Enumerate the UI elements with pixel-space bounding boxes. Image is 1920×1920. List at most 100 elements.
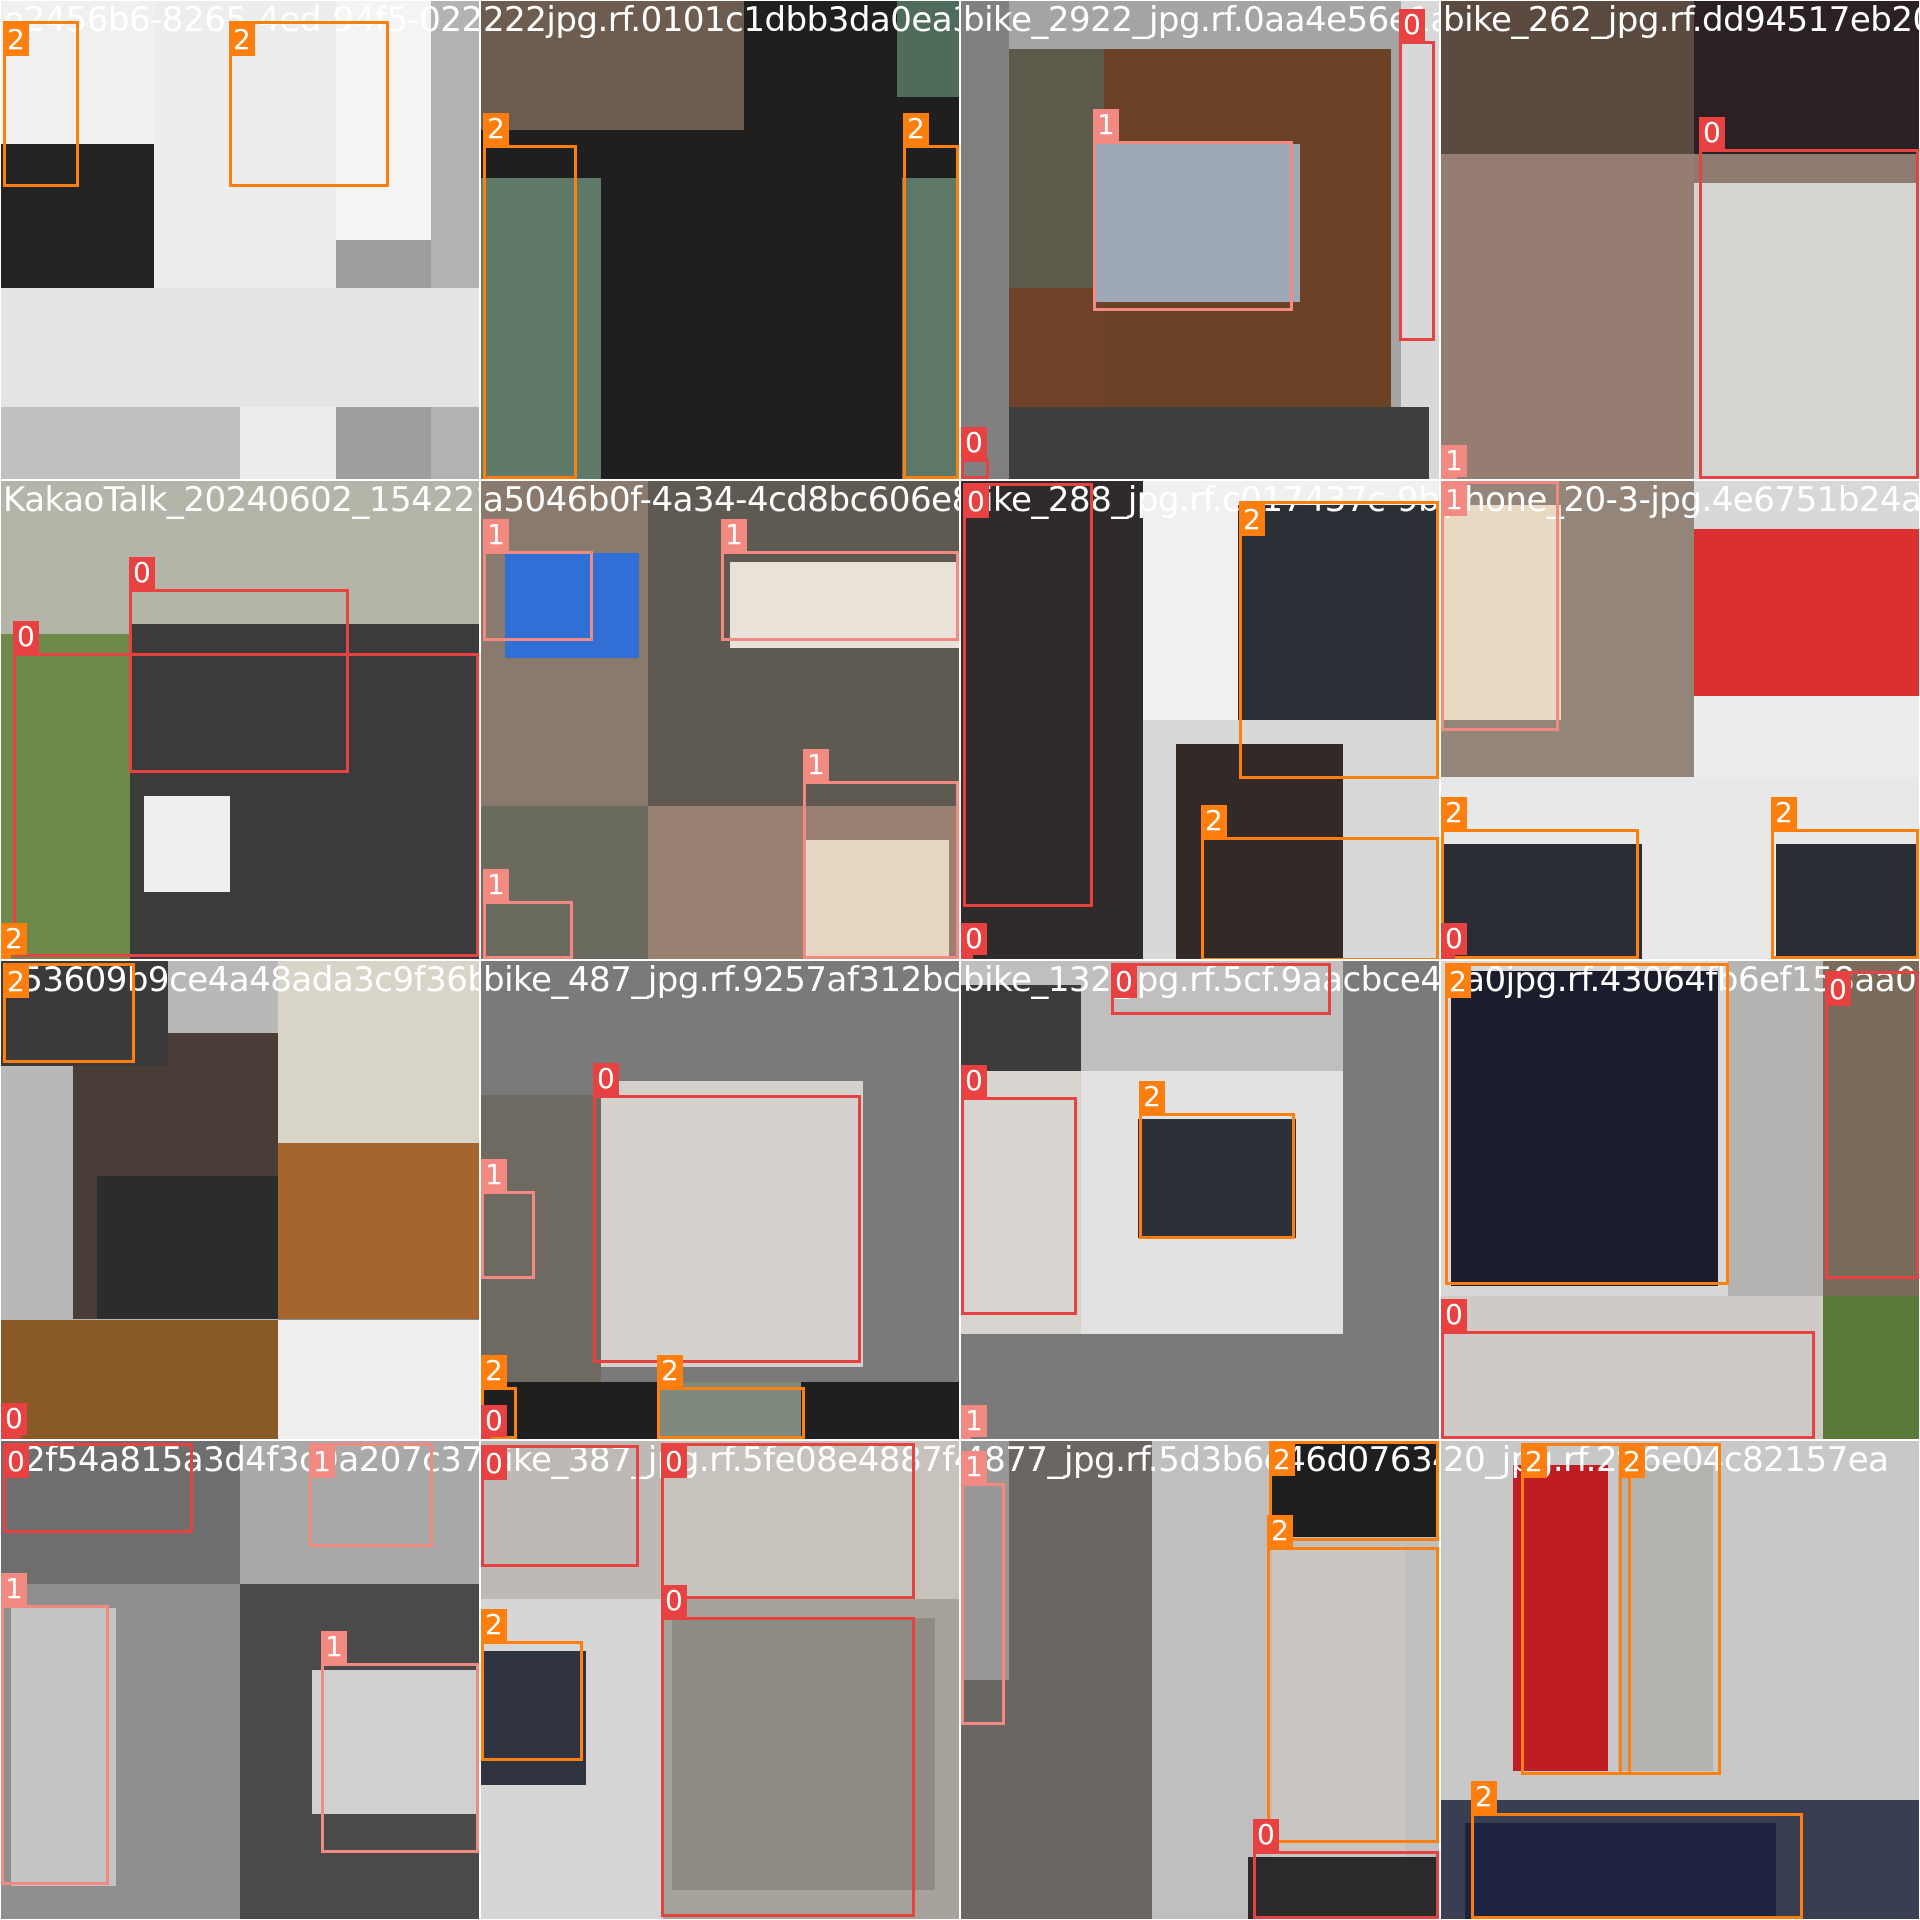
photo-region bbox=[1, 407, 240, 479]
bounding-box-label: 2 bbox=[903, 113, 929, 145]
tile-filename: bike_387_jpg.rf.5fe08e4887f4 bbox=[483, 1441, 959, 1480]
photo-region bbox=[1271, 1441, 1439, 1537]
photo-region bbox=[335, 1, 432, 240]
photo-region bbox=[1008, 407, 1430, 479]
bounding-box-class-1: 1 bbox=[803, 749, 959, 959]
bounding-box-class-2: 2 bbox=[1, 923, 27, 959]
photo-region bbox=[1694, 1, 1919, 154]
bounding-box-class-0: 0 bbox=[1699, 117, 1919, 479]
photo-region bbox=[1694, 182, 1919, 479]
bounding-box-class-0: 0 bbox=[961, 427, 989, 479]
bounding-box-class-0: 0 bbox=[481, 1445, 639, 1567]
photo-region bbox=[1441, 153, 1695, 479]
bounding-box-class-0: 0 bbox=[1441, 1299, 1815, 1439]
bounding-box-label: 0 bbox=[1699, 117, 1725, 149]
photo-region bbox=[961, 481, 1143, 959]
bounding-box-class-1: 1 bbox=[1093, 109, 1293, 311]
photo-region bbox=[1, 481, 479, 634]
mosaic-tile: bike_487_jpg.rf.9257af312bc05012200 bbox=[481, 961, 959, 1439]
bounding-box-class-2: 2 bbox=[1201, 805, 1439, 959]
photo-region bbox=[901, 177, 959, 479]
bounding-box-label: 1 bbox=[1441, 484, 1467, 516]
photo-region bbox=[96, 1176, 279, 1320]
bounding-box-label: 1 bbox=[1, 1573, 27, 1605]
bounding-box-label: 2 bbox=[657, 1355, 683, 1387]
photo-region bbox=[481, 1, 744, 131]
tile-filename: bike_262_jpg.rf.dd94517eb20 bbox=[1443, 1, 1919, 40]
bounding-box-class-2: 2 bbox=[483, 113, 577, 479]
photo-region bbox=[1271, 1546, 1406, 1872]
mosaic-tile: c53609b9ce4a48ada3c9f36bake_283_jpg.rf2 0 bbox=[1, 961, 479, 1439]
bounding-box-label: 0 bbox=[593, 1063, 619, 1095]
mosaic-tile: a5046b0f-4a34-4cd8bc606e8f80a_2f81111 bbox=[481, 481, 959, 959]
photo-region bbox=[1441, 504, 1561, 720]
bounding-box-class-2: 2 bbox=[903, 113, 959, 479]
mosaic-tile: bike_288_jpg.rf.c017437c-9b9e-c0220 bbox=[961, 481, 1439, 959]
tile-filename: bike_487_jpg.rf.9257af312bc05 bbox=[483, 961, 959, 1000]
photo-region bbox=[1137, 1118, 1296, 1239]
bounding-box-label: 0 bbox=[3, 1446, 29, 1478]
bounding-box-class-0: 0 bbox=[1399, 9, 1435, 341]
photo-region bbox=[481, 1441, 663, 1599]
bounding-box-class-1: 1 bbox=[1441, 445, 1467, 479]
mosaic-tile: 7a0jpg.rf.43064fb6ef158aa014 2 0 0 bbox=[1441, 961, 1919, 1439]
bounding-box-class-0: 0 bbox=[3, 1443, 193, 1533]
bounding-box-label: 2 bbox=[481, 1609, 507, 1641]
photo-region bbox=[1441, 1295, 1824, 1439]
photo-region bbox=[1094, 144, 1301, 303]
bounding-box-class-2: 2 bbox=[481, 1609, 583, 1761]
bounding-box-class-0: 0 bbox=[963, 483, 1093, 907]
bounding-box-label: 1 bbox=[481, 1159, 507, 1191]
bounding-box-class-2: 2 bbox=[1521, 1443, 1631, 1775]
photo-region bbox=[896, 1, 959, 97]
bounding-box-class-2: 2 bbox=[1441, 797, 1639, 959]
mosaic-tile: 20_jpg.rf.2ff6e04c82157ea 2 2 2 bbox=[1441, 1441, 1919, 1919]
photo-region bbox=[1441, 844, 1642, 959]
bounding-box-label: 2 bbox=[1139, 1081, 1165, 1113]
photo-region bbox=[1823, 961, 1919, 1296]
bounding-box-label: 1 bbox=[803, 749, 829, 781]
tile-filename: 12f54a815a3d4f3c9a207c37bike_85_jpg.rf bbox=[3, 1441, 479, 1480]
bounding-box-label: 2 bbox=[1441, 797, 1467, 829]
mosaic-tile: bike_262_jpg.rf.dd94517eb20 0 1 bbox=[1441, 1, 1919, 479]
tile-filename: 20_jpg.rf.2ff6e04c82157ea bbox=[1443, 1441, 1889, 1480]
mosaic-tile: KakaoTalk_20240602_154221_04_jpg.rf 0 0 2 bbox=[1, 481, 479, 959]
tile-filename: c53609b9ce4a48ada3c9f36bake_283_jpg.rf bbox=[3, 961, 479, 1000]
tile-filename: phone_20-3-jpg.4e6751b24a bbox=[1443, 481, 1919, 520]
photo-region bbox=[1512, 1464, 1609, 1771]
tile-filename: bike_288_jpg.rf.c017437c-9b9e-c bbox=[963, 481, 1439, 520]
bounding-box-label: 0 bbox=[1111, 966, 1137, 998]
photo-region bbox=[311, 1670, 479, 1814]
bounding-box-label: 2 bbox=[229, 24, 255, 56]
bounding-box-class-0: 0 bbox=[1111, 963, 1331, 1015]
bounding-box-class-2: 2 bbox=[1771, 797, 1919, 959]
bounding-box-class-2: 2 bbox=[481, 1355, 517, 1439]
bounding-box-class-1: 1 bbox=[961, 1405, 987, 1439]
bounding-box-label: 0 bbox=[1441, 923, 1467, 955]
bounding-box-class-2: 2 bbox=[1269, 1441, 1439, 1541]
bounding-box-label: 2 bbox=[1619, 1446, 1645, 1478]
bounding-box-class-1: 1 bbox=[309, 1443, 433, 1547]
photo-region bbox=[278, 1319, 479, 1439]
photo-region bbox=[1694, 696, 1919, 778]
mosaic-tile: bike_132_jpg.rf.5cf.9aacbce4b700201 bbox=[961, 961, 1439, 1439]
photo-region bbox=[1, 1319, 279, 1439]
bounding-box-class-0: 0 bbox=[13, 621, 479, 957]
bounding-box-label: 2 bbox=[483, 113, 509, 145]
photo-region bbox=[10, 1608, 116, 1886]
bounding-box-class-0: 0 bbox=[481, 1405, 507, 1439]
mosaic-tile: phone_20-3-jpg.4e6751b24a122220 bbox=[1441, 481, 1919, 959]
bounding-box-label: 0 bbox=[961, 923, 987, 955]
bounding-box-class-1: 1 bbox=[483, 869, 573, 959]
photo-region bbox=[1441, 1, 1695, 154]
photo-region bbox=[1247, 1856, 1439, 1919]
tile-filename: bike_132_jpg.rf.5cf.9aacbce4b70 bbox=[963, 961, 1439, 1000]
bounding-box-label: 0 bbox=[1, 1403, 27, 1435]
tile-filename: KakaoTalk_20240602_154221_04_jpg.rf bbox=[3, 481, 479, 520]
bounding-box-class-0: 0 bbox=[1, 1403, 27, 1439]
photo-region bbox=[130, 624, 479, 959]
bounding-box-label: 0 bbox=[1399, 9, 1425, 41]
bounding-box-class-2: 2 bbox=[1139, 1081, 1295, 1239]
bounding-box-label: 1 bbox=[961, 1405, 987, 1437]
photo-region bbox=[961, 1, 1009, 479]
